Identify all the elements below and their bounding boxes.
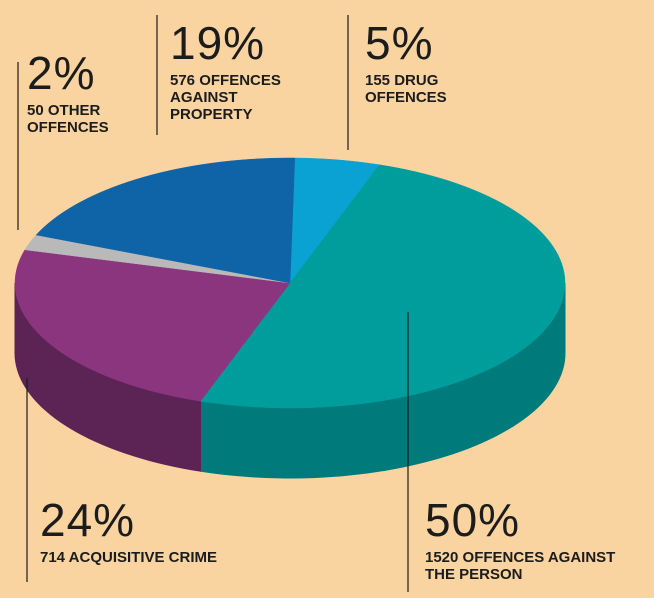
slice-label: 19% 576 OFFENCES AGAINST PROPERTY — [170, 20, 320, 123]
pie-slice — [289, 157, 380, 284]
slice-label: 50% 1520 OFFENCES AGAINST THE PERSON — [425, 497, 625, 583]
percent-label: 24% — [40, 494, 136, 546]
category-label: 50 OTHER OFFENCES — [27, 102, 137, 136]
category: OFFENCES AGAINST PROPERTY — [170, 72, 281, 123]
percent-label: 5% — [365, 17, 434, 69]
percent-label: 2% — [27, 47, 96, 99]
category: ACQUISITIVE CRIME — [68, 549, 218, 566]
category-label: 714 ACQUISITIVE CRIME — [40, 549, 320, 566]
count: 50 — [27, 102, 44, 119]
slice-label: 2% 50 OTHER OFFENCES — [27, 50, 137, 136]
category: DRUG OFFENCES — [365, 72, 447, 106]
category-label: 155 DRUG OFFENCES — [365, 72, 475, 106]
category-label: 576 OFFENCES AGAINST PROPERTY — [170, 72, 320, 123]
percent-label: 50% — [425, 494, 521, 546]
pie-slice — [14, 249, 291, 402]
pie-slice — [200, 164, 566, 409]
percent-label: 19% — [170, 17, 266, 69]
category-label: 1520 OFFENCES AGAINST THE PERSON — [425, 549, 625, 583]
count: 155 — [365, 72, 391, 89]
category: OFFENCES AGAINST THE PERSON — [425, 549, 616, 583]
slice-label: 5% 155 DRUG OFFENCES — [365, 20, 475, 106]
category: OTHER OFFENCES — [27, 102, 109, 136]
count: 576 — [170, 72, 196, 89]
pie-slice — [35, 157, 296, 284]
count: 1520 — [425, 549, 459, 566]
count: 714 — [40, 549, 66, 566]
slice-label: 24% 714 ACQUISITIVE CRIME — [40, 497, 320, 566]
